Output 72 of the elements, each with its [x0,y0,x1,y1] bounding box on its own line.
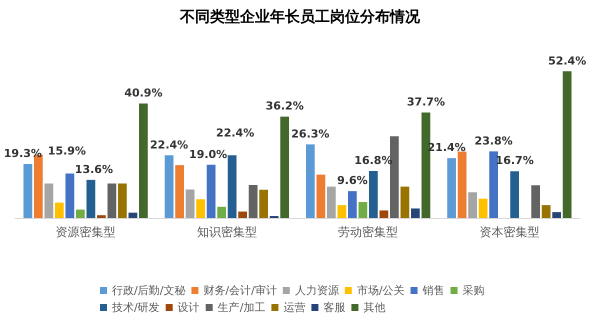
data-label: 13.6% [74,162,113,176]
bar [458,152,466,218]
bar [510,171,520,218]
legend-label: 设计 [178,301,200,314]
bar [400,186,410,218]
legend-label: 市场/公关 [356,284,405,297]
legend-label: 生产/加工 [218,301,266,314]
bar [348,191,357,218]
bar [489,151,498,218]
bar [238,212,248,218]
bar [44,184,54,218]
bar [306,144,315,218]
bar [175,165,184,218]
bar [531,185,540,218]
bar [326,186,336,218]
data-label: 22.4% [150,138,188,152]
legend-label: 采购 [462,284,485,297]
bar [128,212,138,218]
bar [217,206,226,218]
bar [196,199,205,218]
bar [164,155,174,218]
bar [280,116,290,218]
bar [76,210,85,218]
data-label: 36.2% [266,100,304,113]
x-tick-label: 知识密集型 [196,225,257,239]
bar [542,205,551,218]
bar [228,155,237,218]
bar [108,184,116,218]
bar [97,215,106,218]
x-tick-label: 资源密集型 [56,225,116,239]
bar [337,205,346,218]
legend-label: 行政/后勤/文秘 [112,284,186,297]
data-label: 19.0% [189,148,228,161]
bar [468,192,477,218]
data-label: 19.3% [4,146,42,160]
data-label: 26.3% [291,127,330,140]
bar [65,173,74,218]
bar [411,208,420,218]
legend-label: 技术/研发 [111,301,160,314]
bar [86,180,96,218]
bar [54,202,64,218]
legend-label: 财务/会计/审计 [203,284,277,297]
bar [447,158,456,218]
bar [369,170,378,218]
bar [118,184,127,218]
legend-label: 运营 [283,301,306,314]
data-label: 40.9% [124,86,162,100]
bar [139,103,148,218]
bar [206,164,216,218]
bar [552,212,562,218]
bar [316,174,326,218]
chart-title: 不同类型企业年长员工岗位分布情况 [179,8,421,26]
legend-label: 销售 [422,284,445,297]
bar [562,71,572,218]
legend-label: 其他 [363,301,386,314]
data-label: 37.7% [406,95,445,108]
bar [380,210,388,218]
data-label: 15.9% [48,144,86,158]
bar [23,164,32,218]
legend-label: 人力资源 [294,284,339,297]
data-label: 9.6% [337,174,368,188]
bar [186,189,194,218]
bar [259,190,268,218]
x-tick-label: 劳动密集型 [338,225,398,239]
legend-label: 客服 [323,301,346,314]
bar [248,184,258,218]
bar [478,198,488,218]
data-label: 22.4% [216,126,254,140]
data-label: 52.4% [548,54,586,68]
data-label: 23.8% [474,134,513,148]
bar [358,202,368,218]
x-tick-label: 资本密集型 [479,225,540,239]
